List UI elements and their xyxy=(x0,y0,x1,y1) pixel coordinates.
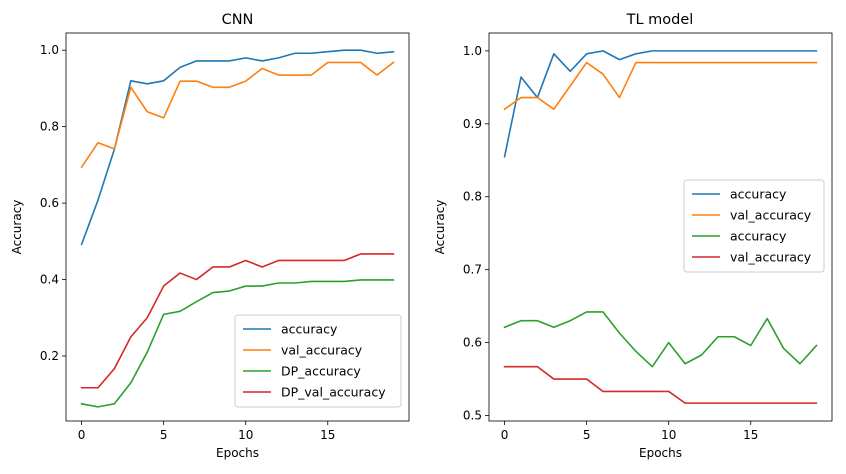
tl-model-x-tick-label: 0 xyxy=(501,428,509,442)
cnn-y-axis-label: Accuracy xyxy=(10,200,24,255)
cnn-series-line-0-accuracy xyxy=(80,49,395,246)
tl-model-y-tick-label: 0.8 xyxy=(463,190,482,204)
cnn-legend-label: accuracy xyxy=(281,322,338,337)
tl-model-y-axis-label: Accuracy xyxy=(433,200,447,255)
cnn-y-tick-label: 0.2 xyxy=(40,349,59,363)
cnn-legend-label: DP_val_accuracy xyxy=(281,385,386,400)
cnn-y-tick-label: 1.0 xyxy=(40,43,59,57)
tl-model-legend-label: accuracy xyxy=(730,187,787,202)
tl-model-y-tick-label: 1.0 xyxy=(463,44,482,58)
tl-model-legend-box xyxy=(683,179,825,273)
tl-model-x-tick-label: 5 xyxy=(583,428,591,442)
cnn-x-tick-label: 10 xyxy=(238,428,253,442)
cnn-x-axis-label: Epochs xyxy=(216,446,259,460)
cnn-legend-box xyxy=(234,314,402,408)
cnn-chart-title: CNN xyxy=(222,12,254,28)
tl-model-x-tick-label: 10 xyxy=(661,428,676,442)
tl-model-x-tick-label: 15 xyxy=(743,428,758,442)
cnn-legend-label: DP_accuracy xyxy=(281,364,361,379)
tl-model-y-tick-label: 0.5 xyxy=(463,409,482,423)
tl-model-y-tick-label: 0.9 xyxy=(463,117,482,131)
cnn-chart-panel: CNN 0 5 10 15 0.2 0.4 0.6 0.8 1.0 Epochs Accurac… xyxy=(10,12,410,460)
cnn-x-tick-label: 0 xyxy=(78,428,86,442)
tl-model-series-line-2-accuracy xyxy=(503,311,818,368)
tl-model-series-line-1-val-accuracy xyxy=(503,61,818,111)
cnn-legend: accuracy val_accuracy DP_accuracy DP_val_ac… xyxy=(234,314,402,408)
cnn-series-line-3-dp-val-accuracy xyxy=(80,253,395,389)
cnn-y-tick-label: 0.4 xyxy=(40,273,59,287)
tl-model-legend-label: val_accuracy xyxy=(730,208,812,223)
cnn-x-tick-label: 15 xyxy=(320,428,335,442)
tl-model-legend: accuracy val_accuracy accuracy val_accuracy xyxy=(683,179,825,273)
cnn-x-tick-label: 5 xyxy=(160,428,168,442)
cnn-axis-ticks: 0 5 10 15 0.2 0.4 0.6 0.8 1.0 xyxy=(40,43,335,442)
cnn-legend-label: val_accuracy xyxy=(281,343,363,358)
cnn-y-tick-label: 0.6 xyxy=(40,196,59,210)
tl-model-chart-panel: TL model 0 5 10 15 0.5 0.6 0.7 0.8 0.9 1.0 Epochs… xyxy=(433,12,833,460)
cnn-series-line-1-val-accuracy xyxy=(80,61,395,169)
tl-model-series-line-0-accuracy xyxy=(503,50,818,158)
tl-model-legend-label: accuracy xyxy=(730,229,787,244)
tl-model-x-axis-label: Epochs xyxy=(639,446,682,460)
cnn-plot-area xyxy=(80,49,395,408)
tl-model-y-tick-label: 0.7 xyxy=(463,263,482,277)
cnn-y-tick-label: 0.8 xyxy=(40,120,59,134)
tl-model-plot-area xyxy=(503,50,818,404)
tl-model-axis-ticks: 0 5 10 15 0.5 0.6 0.7 0.8 0.9 1.0 xyxy=(463,44,758,442)
cnn-series-line-2-dp-accuracy xyxy=(80,279,395,408)
cnn-axes-frame xyxy=(65,32,410,422)
tl-model-series-line-3-val-accuracy xyxy=(503,365,818,404)
tl-model-chart-title: TL model xyxy=(626,12,694,28)
tl-model-axes-frame xyxy=(488,32,833,422)
tl-model-y-tick-label: 0.6 xyxy=(463,336,482,350)
tl-model-legend-label: val_accuracy xyxy=(730,250,812,265)
